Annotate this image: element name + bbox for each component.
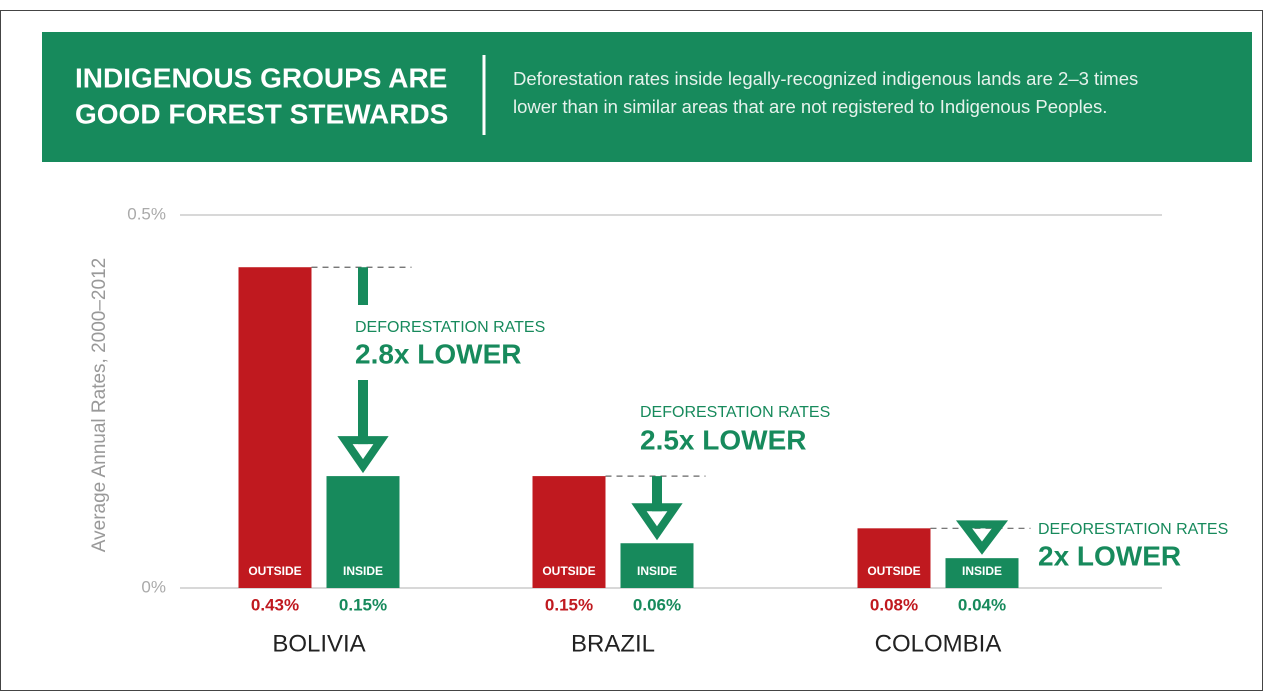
value-label: 0.15% — [339, 595, 387, 614]
header-subtitle: Deforestation rates inside legally-recog… — [513, 68, 1138, 89]
arrow-shaft — [358, 380, 368, 444]
header-title: GOOD FOREST STEWARDS — [75, 98, 448, 129]
bar — [239, 267, 312, 588]
y-tick-label: 0% — [141, 577, 166, 596]
value-label: 0.15% — [545, 595, 593, 614]
annotation-emphasis: 2x LOWER — [1038, 540, 1181, 571]
value-label: 0.08% — [870, 595, 918, 614]
x-tick-label: BRAZIL — [571, 630, 655, 657]
annotation-emphasis: 2.8x LOWER — [355, 338, 521, 369]
x-tick-label: COLOMBIA — [875, 630, 1002, 657]
annotation-emphasis: 2.5x LOWER — [640, 424, 806, 455]
bar-series-label: OUTSIDE — [867, 564, 920, 578]
value-label: 0.06% — [633, 595, 681, 614]
bar — [858, 528, 931, 588]
y-tick-label: 0.5% — [127, 204, 166, 223]
bar-series-label: INSIDE — [343, 564, 383, 578]
annotation-text: DEFORESTATION RATES — [640, 404, 830, 421]
annotation-text: DEFORESTATION RATES — [355, 319, 545, 336]
annotation-text: DEFORESTATION RATES — [1038, 521, 1228, 538]
infographic: INDIGENOUS GROUPS ARE GOOD FOREST STEWAR… — [0, 0, 1274, 692]
bar-series-label: OUTSIDE — [248, 564, 301, 578]
x-tick-label: BOLIVIA — [272, 630, 365, 657]
bar-series-label: INSIDE — [637, 564, 677, 578]
bar-series-label: OUTSIDE — [542, 564, 595, 578]
y-axis-label: Average Annual Rates, 2000–2012 — [89, 258, 110, 552]
arrow-shaft — [358, 267, 368, 305]
value-label: 0.43% — [251, 595, 299, 614]
value-label: 0.04% — [958, 595, 1006, 614]
header-title: INDIGENOUS GROUPS ARE — [75, 62, 447, 93]
header-subtitle: lower than in similar areas that are not… — [513, 96, 1107, 117]
bar-series-label: INSIDE — [962, 564, 1002, 578]
